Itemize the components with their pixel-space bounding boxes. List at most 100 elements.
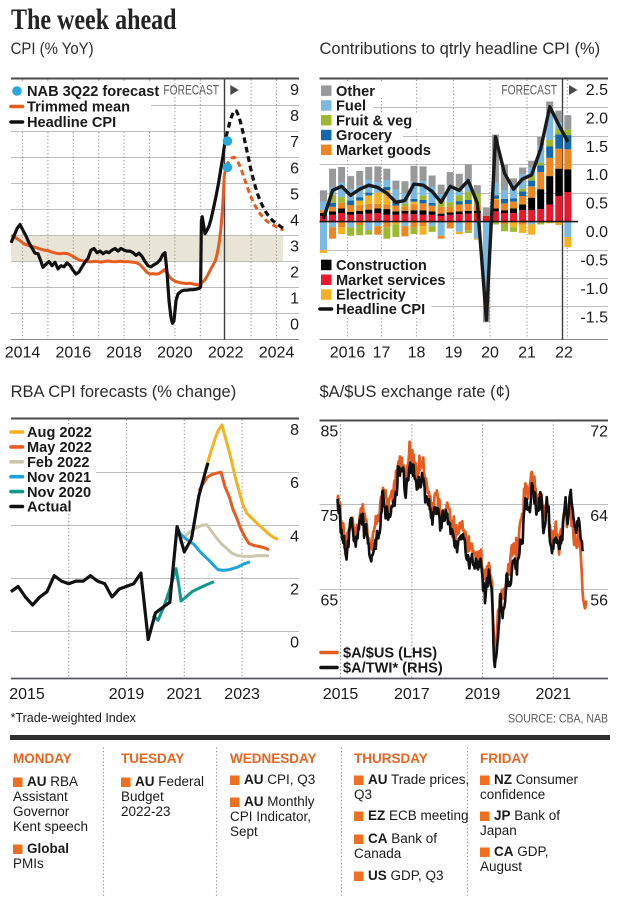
svg-text:2021: 2021 xyxy=(536,686,572,703)
svg-text:AU CPI, Q3: AU CPI, Q3 xyxy=(244,772,315,787)
svg-text:Electricity: Electricity xyxy=(336,288,407,304)
svg-text:AU RBA: AU RBA xyxy=(27,774,78,789)
svg-text:Trimmed mean: Trimmed mean xyxy=(27,100,130,116)
svg-text:2.5: 2.5 xyxy=(586,82,608,99)
svg-text:Budget: Budget xyxy=(121,789,164,804)
svg-text:2022-23: 2022-23 xyxy=(121,804,171,819)
svg-text:THURSDAY: THURSDAY xyxy=(354,751,428,766)
svg-text:Actual: Actual xyxy=(27,500,72,516)
svg-text:Q3: Q3 xyxy=(354,787,372,802)
svg-text:18: 18 xyxy=(408,345,426,362)
svg-text:2022: 2022 xyxy=(208,345,244,362)
svg-text:20: 20 xyxy=(481,345,499,362)
svg-text:19: 19 xyxy=(445,345,463,362)
svg-text:65: 65 xyxy=(321,592,339,609)
svg-text:SOURCE: CBA, NAB: SOURCE: CBA, NAB xyxy=(508,714,608,726)
svg-text:WEDNESDAY: WEDNESDAY xyxy=(230,751,317,766)
svg-text:1.0: 1.0 xyxy=(586,167,608,184)
svg-text:2019: 2019 xyxy=(109,686,145,703)
svg-text:AU Trade prices,: AU Trade prices, xyxy=(368,772,469,787)
svg-text:MONDAY: MONDAY xyxy=(13,751,72,766)
svg-text:Canada: Canada xyxy=(354,846,402,861)
svg-text:2020: 2020 xyxy=(157,345,193,362)
svg-text:64: 64 xyxy=(590,508,608,525)
svg-text:CPI Indicator,: CPI Indicator, xyxy=(230,809,311,824)
svg-text:CPI (% YoY): CPI (% YoY) xyxy=(11,40,94,58)
svg-text:17: 17 xyxy=(373,345,391,362)
svg-text:AU Monthly: AU Monthly xyxy=(244,794,315,809)
svg-text:FRIDAY: FRIDAY xyxy=(480,751,529,766)
svg-text:AU Federal: AU Federal xyxy=(135,774,204,789)
svg-text:2018: 2018 xyxy=(106,345,142,362)
svg-text:1: 1 xyxy=(290,291,299,308)
svg-text:Contributions to qtrly headlin: Contributions to qtrly headline CPI (%) xyxy=(320,40,601,58)
svg-text:Aug 2022: Aug 2022 xyxy=(27,425,92,441)
svg-text:2023: 2023 xyxy=(224,686,260,703)
svg-text:2.0: 2.0 xyxy=(586,110,608,127)
svg-text:72: 72 xyxy=(590,424,608,441)
svg-text:6: 6 xyxy=(290,160,299,177)
svg-text:4: 4 xyxy=(290,528,299,545)
svg-text:0.0: 0.0 xyxy=(586,224,608,241)
svg-text:75: 75 xyxy=(321,508,339,525)
svg-text:Global: Global xyxy=(27,841,69,856)
svg-text:2: 2 xyxy=(290,581,299,598)
svg-text:-0.5: -0.5 xyxy=(580,253,608,270)
svg-text:9: 9 xyxy=(290,82,299,99)
svg-text:Market goods: Market goods xyxy=(336,143,431,159)
svg-text:22: 22 xyxy=(555,345,573,362)
svg-text:85: 85 xyxy=(321,424,339,441)
svg-text:EZ ECB meeting: EZ ECB meeting xyxy=(368,808,469,823)
svg-text:8: 8 xyxy=(290,422,299,439)
svg-text:2015: 2015 xyxy=(9,686,45,703)
svg-text:Grocery: Grocery xyxy=(336,128,393,144)
svg-text:7: 7 xyxy=(290,134,299,151)
svg-text:Japan: Japan xyxy=(480,823,517,838)
svg-text:Feb 2022: Feb 2022 xyxy=(27,455,89,471)
svg-text:Nov 2020: Nov 2020 xyxy=(27,485,91,501)
svg-text:FORECAST: FORECAST xyxy=(501,83,557,98)
svg-text:Kent speech: Kent speech xyxy=(13,819,88,834)
svg-text:21: 21 xyxy=(518,345,536,362)
svg-text:Nov 2021: Nov 2021 xyxy=(27,470,91,486)
svg-text:$A/$US (LHS): $A/$US (LHS) xyxy=(343,646,437,662)
svg-text:The week ahead: The week ahead xyxy=(11,3,177,36)
svg-text:2021: 2021 xyxy=(167,686,203,703)
svg-text:US GDP, Q3: US GDP, Q3 xyxy=(368,868,444,883)
svg-text:RBA CPI forecasts (% change): RBA CPI forecasts (% change) xyxy=(11,383,237,401)
svg-text:Headline CPI: Headline CPI xyxy=(27,115,116,131)
svg-text:5: 5 xyxy=(290,186,299,203)
svg-text:0: 0 xyxy=(290,317,299,334)
svg-text:Fruit & veg: Fruit & veg xyxy=(336,113,412,129)
svg-text:August: August xyxy=(480,859,522,874)
svg-text:Construction: Construction xyxy=(336,258,427,274)
svg-text:Headline CPI: Headline CPI xyxy=(336,302,425,318)
svg-text:NZ Consumer: NZ Consumer xyxy=(494,772,579,787)
svg-text:JP Bank of: JP Bank of xyxy=(494,808,560,823)
svg-text:2024: 2024 xyxy=(259,345,295,362)
svg-text:6: 6 xyxy=(290,475,299,492)
svg-text:0.5: 0.5 xyxy=(586,196,608,213)
svg-text:0: 0 xyxy=(290,635,299,652)
svg-text:TUESDAY: TUESDAY xyxy=(121,751,184,766)
svg-text:Fuel: Fuel xyxy=(336,99,366,115)
svg-text:Assistant: Assistant xyxy=(13,789,68,804)
svg-text:2017: 2017 xyxy=(394,686,430,703)
svg-text:-1.5: -1.5 xyxy=(580,309,608,326)
svg-text:1.5: 1.5 xyxy=(586,139,608,156)
svg-text:2016: 2016 xyxy=(56,345,92,362)
svg-text:56: 56 xyxy=(590,592,608,609)
svg-text:Market services: Market services xyxy=(336,273,446,289)
svg-text:2014: 2014 xyxy=(5,345,41,362)
svg-text:confidence: confidence xyxy=(480,787,545,802)
svg-text:CA GDP,: CA GDP, xyxy=(494,844,549,859)
svg-text:-1.0: -1.0 xyxy=(580,281,608,298)
svg-text:$A/TWI* (RHS): $A/TWI* (RHS) xyxy=(343,661,443,677)
svg-text:$A/$US exchange rate (¢): $A/$US exchange rate (¢) xyxy=(320,383,511,401)
svg-text:Sept: Sept xyxy=(230,824,258,839)
svg-text:NAB 3Q22 forecast: NAB 3Q22 forecast xyxy=(27,84,159,100)
svg-text:2015: 2015 xyxy=(323,686,359,703)
svg-text:2019: 2019 xyxy=(465,686,501,703)
svg-text:CA Bank of: CA Bank of xyxy=(368,831,437,846)
svg-text:Governor: Governor xyxy=(13,804,70,819)
